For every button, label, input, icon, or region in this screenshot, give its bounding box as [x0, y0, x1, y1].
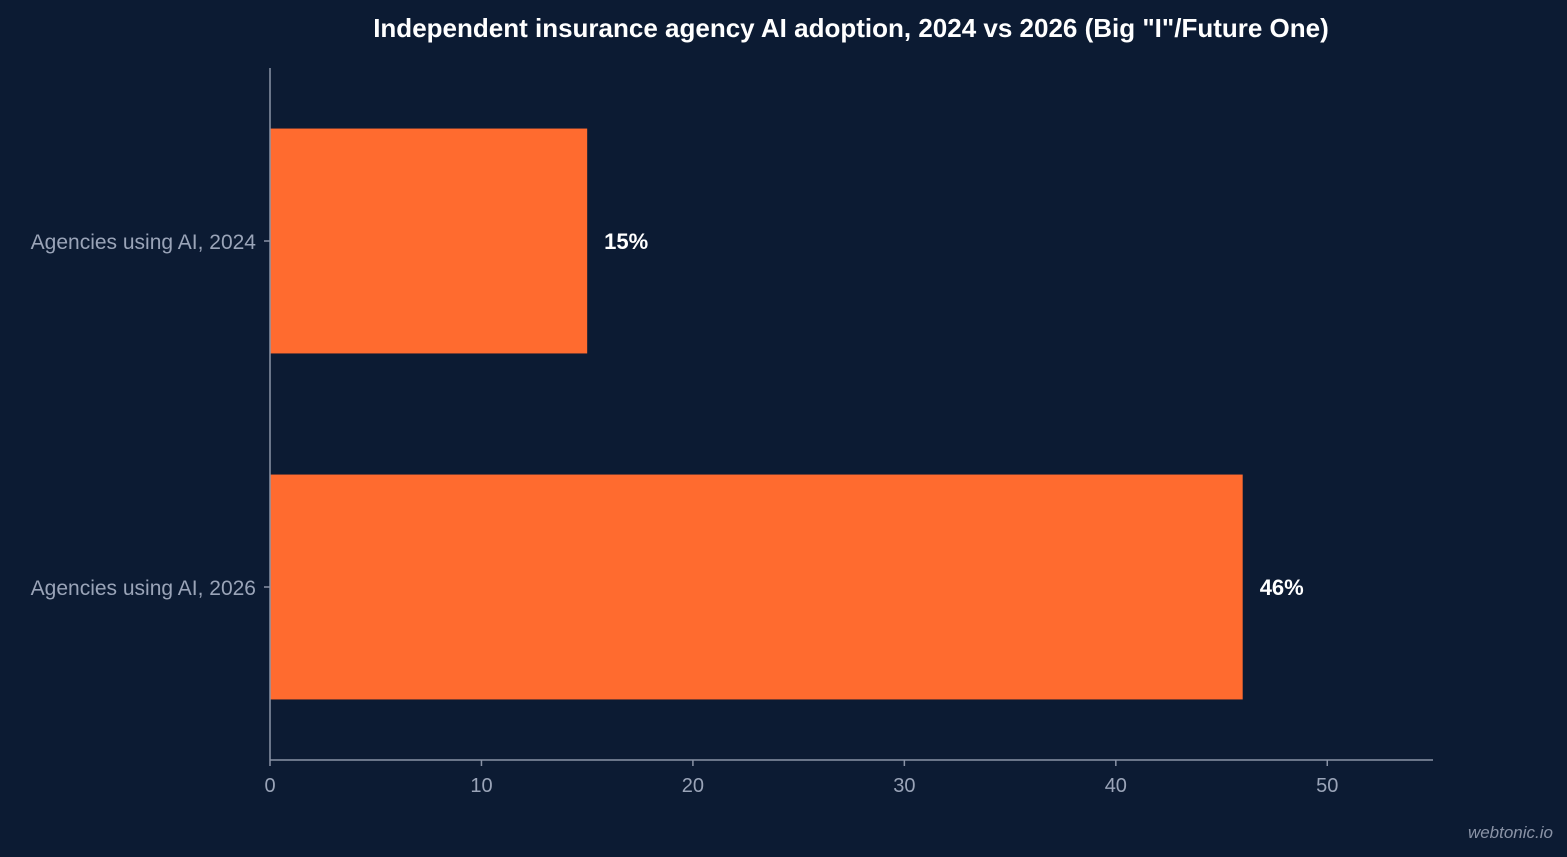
bar-value-label-2: 46%	[1260, 575, 1304, 600]
x-tick-label-0: 0	[264, 775, 275, 797]
category-label-1: Agencies using AI, 2024	[31, 231, 257, 254]
watermark-text: webtonic.io	[1467, 823, 1553, 842]
x-tick-label-20: 20	[682, 775, 704, 797]
chart-title: Independent insurance agency AI adoption…	[373, 13, 1329, 43]
bar-1	[270, 128, 588, 354]
bar-value-label-1: 15%	[604, 229, 648, 254]
x-tick-label-10: 10	[470, 775, 492, 797]
category-label-2: Agencies using AI, 2026	[31, 577, 256, 600]
x-tick-label-50: 50	[1316, 775, 1338, 797]
x-tick-label-30: 30	[893, 775, 915, 797]
bar-2	[270, 474, 1243, 700]
axes-group: Agencies using AI, 2024 Agencies using AI…	[31, 68, 1433, 797]
bars-group: 15% 46%	[270, 128, 1304, 700]
x-tick-label-40: 40	[1105, 775, 1127, 797]
